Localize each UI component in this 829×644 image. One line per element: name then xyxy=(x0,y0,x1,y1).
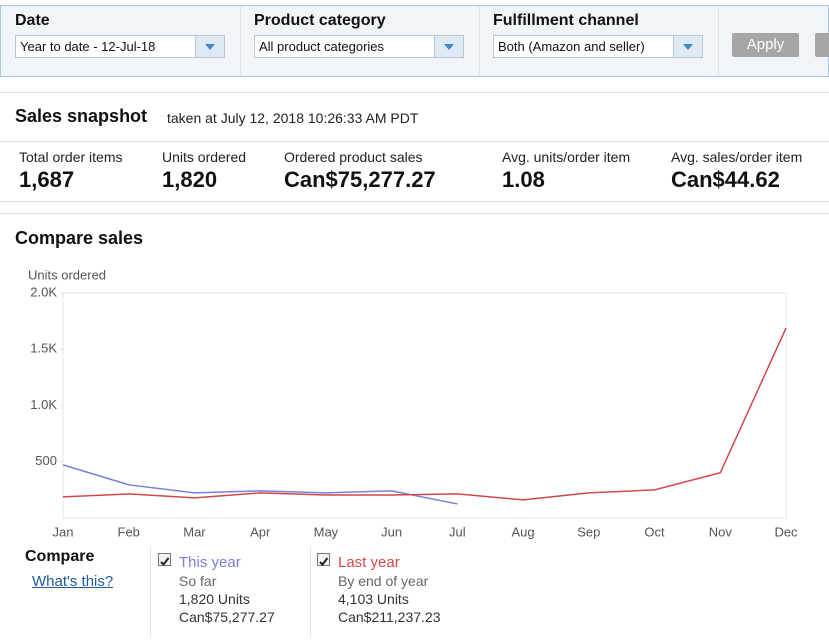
apply-button[interactable]: Apply xyxy=(732,33,799,57)
compare-title: Compare sales xyxy=(15,228,144,248)
series-line xyxy=(62,327,787,501)
dropdown-arrow xyxy=(195,36,224,57)
metric-value: Can$75,277.27 xyxy=(284,167,436,192)
compare-name: This year xyxy=(179,554,241,571)
date-select[interactable]: Year to date - 12-Jul-18 xyxy=(15,35,225,58)
compare-sales: Can$75,277.27 xyxy=(179,609,275,625)
category-label: Product category xyxy=(254,12,386,29)
compare-period: So far xyxy=(179,573,217,589)
x-tick-label: Aug xyxy=(512,524,535,539)
separator xyxy=(479,6,480,76)
y-axis-label: Units ordered xyxy=(28,267,106,282)
metric-label: Units ordered xyxy=(162,149,247,165)
x-tick-label: Jan xyxy=(53,524,74,539)
whats-this-link[interactable]: What's this? xyxy=(32,573,114,590)
channel-label: Fulfillment channel xyxy=(493,12,639,29)
category-select[interactable]: All product categories xyxy=(254,35,464,58)
channel-select[interactable]: Both (Amazon and seller) xyxy=(493,35,703,58)
separator xyxy=(150,547,151,637)
metric-label: Avg. units/order item xyxy=(502,149,631,165)
compare-heading: Compare xyxy=(25,548,95,565)
cancel-button[interactable] xyxy=(815,33,829,57)
check xyxy=(160,557,170,567)
x-tick-label: Oct xyxy=(644,524,665,539)
date-label: Date xyxy=(15,12,50,29)
metric-label: Ordered product sales xyxy=(284,149,423,165)
series-line xyxy=(62,464,458,505)
x-tick-label: Dec xyxy=(774,524,798,539)
checkbox[interactable] xyxy=(317,553,330,567)
chart: Units ordered 500 1.0K 1.5K 2.0K Jan Feb Mar Ap… xyxy=(28,267,798,539)
select-value: Year to date - 12-Jul-18 xyxy=(20,39,156,54)
metric-value: 1,820 xyxy=(162,167,218,192)
separator xyxy=(240,6,241,76)
snapshot-panel xyxy=(0,92,829,202)
x-tick-label: Sep xyxy=(577,524,600,539)
metric-value: 1,687 xyxy=(19,167,75,192)
x-tick-label: Nov xyxy=(709,524,733,539)
dropdown-arrow xyxy=(673,36,702,57)
x-tick-label: Feb xyxy=(118,524,140,539)
divider xyxy=(0,141,829,142)
x-tick-label: Jul xyxy=(449,524,466,539)
metric-label: Avg. sales/order item xyxy=(671,149,803,165)
snapshot-title: Sales snapshot xyxy=(15,106,148,126)
metric-label: Total order items xyxy=(19,149,123,165)
y-tick-label: 1.0K xyxy=(30,397,57,412)
compare-sales: Can$211,237.23 xyxy=(338,609,441,625)
check xyxy=(319,557,329,567)
checkbox[interactable] xyxy=(158,553,171,567)
x-tick-label: May xyxy=(314,524,339,539)
select-value: All product categories xyxy=(259,39,385,54)
compare-period: By end of year xyxy=(338,573,429,589)
metric-value: 1.08 xyxy=(502,167,545,192)
plot-area xyxy=(62,292,787,519)
y-tick-label: 1.5K xyxy=(30,341,57,356)
x-tick-label: Jun xyxy=(381,524,402,539)
y-tick-label: 2.0K xyxy=(30,284,57,299)
separator xyxy=(310,547,311,637)
x-tick-label: Mar xyxy=(183,524,206,539)
y-tick-label: 500 xyxy=(35,453,57,468)
x-tick-label: Apr xyxy=(250,524,271,539)
compare-name: Last year xyxy=(338,554,400,571)
dropdown-arrow xyxy=(434,36,463,57)
select-value: Both (Amazon and seller) xyxy=(498,39,645,54)
compare-units: 1,820 Units xyxy=(179,591,250,607)
compare-units: 4,103 Units xyxy=(338,591,409,607)
metric-value: Can$44.62 xyxy=(671,167,780,192)
separator xyxy=(718,6,719,76)
snapshot-time: taken at July 12, 2018 10:26:33 AM PDT xyxy=(167,110,419,126)
